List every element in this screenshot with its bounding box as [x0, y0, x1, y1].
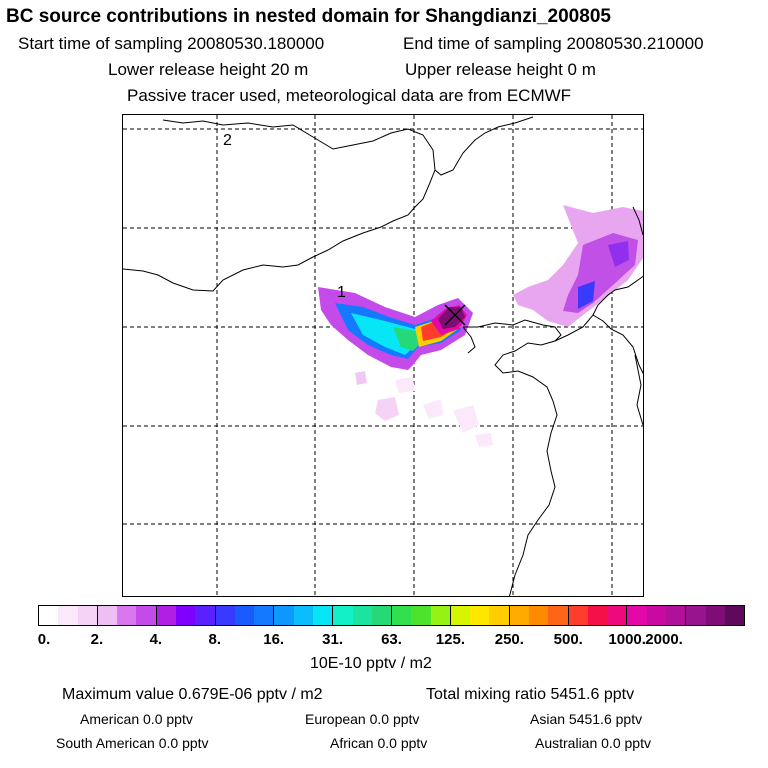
european-contribution: European 0.0 pptv	[305, 711, 420, 727]
plume-patch	[375, 397, 399, 421]
legend-tick-label: 16.	[263, 631, 285, 648]
region-label-2: 2	[223, 132, 232, 149]
plume-patch	[475, 433, 493, 447]
legend-tick-label: 8.	[208, 631, 222, 648]
region-label-1: 1	[337, 284, 346, 301]
legend-color-segment	[529, 606, 549, 625]
start-time-label: Start time of sampling 20080530.180000	[18, 34, 325, 53]
legend-color-segment	[666, 606, 687, 625]
legend-color-segment	[371, 606, 393, 625]
legend-color-segment	[470, 606, 490, 625]
asian-contribution: Asian 5451.6 pptv	[530, 711, 643, 727]
legend-tick-label: 0.	[37, 631, 51, 648]
plume-east-core-2	[608, 241, 629, 267]
legend-color-segment	[509, 606, 530, 625]
map-canvas: 1 2	[123, 115, 643, 596]
legend-color-segment	[77, 606, 98, 625]
plot-title: BC source contributions in nested domain…	[6, 6, 611, 27]
legend-tick-label: 31.	[322, 631, 344, 648]
legend-tick-label: 250.	[494, 631, 524, 648]
legend-color-segment	[489, 606, 510, 625]
legend-color-segment	[215, 606, 235, 625]
coastline	[554, 314, 643, 375]
coastline	[462, 326, 476, 354]
australian-contribution: Australian 0.0 pptv	[535, 735, 651, 751]
total-mixing-label: Total mixing ratio 5451.6 pptv	[426, 686, 635, 703]
legend-color-segment	[587, 606, 608, 625]
legend-color-segment	[58, 606, 78, 625]
plume-east-core	[578, 281, 595, 309]
legend-color-segment	[568, 606, 588, 625]
x-marker-icon	[444, 304, 466, 326]
legend-color-segment	[392, 606, 412, 625]
legend-color-segment	[195, 606, 216, 625]
legend-tick-label: 4.	[149, 631, 163, 648]
upper-release-height-label: Upper release height 0 m	[405, 60, 596, 79]
legend-color-segment	[450, 606, 471, 625]
tracer-info-label: Passive tracer used, meteorological data…	[127, 86, 572, 105]
legend-color-segment	[97, 606, 118, 625]
legend-color-segment	[39, 606, 59, 625]
lower-release-height-label: Lower release height 20 m	[108, 60, 309, 79]
legend-unit-label: 10E-10 pptv / m2	[310, 655, 432, 672]
legend-tick-label: 500.	[553, 631, 583, 648]
legend-color-segment	[136, 606, 157, 625]
legend-color-segment	[234, 606, 255, 625]
map-panel: 1 2	[122, 114, 644, 597]
coastline	[592, 275, 643, 316]
coastline	[632, 206, 643, 236]
legend-tick-label: 125.	[435, 631, 466, 648]
legend-color-segment	[333, 606, 353, 625]
american-contribution: American 0.0 pptv	[80, 711, 193, 727]
coastline	[463, 319, 562, 596]
legend-color-segment	[607, 606, 628, 625]
legend-color-segment	[724, 606, 745, 625]
border-line	[123, 169, 436, 292]
plume-patch	[453, 405, 479, 433]
legend-color-segment	[352, 606, 372, 625]
legend-color-segment	[254, 606, 275, 625]
legend-color-segment	[430, 606, 451, 625]
plume-patch	[395, 377, 415, 393]
plume-patch	[423, 399, 443, 419]
plume-central-green	[393, 327, 423, 351]
african-contribution: African 0.0 pptv	[330, 735, 428, 751]
graticule	[123, 115, 643, 596]
legend-color-segment	[411, 606, 431, 625]
max-value-label: Maximum value 0.679E-06 pptv / m2	[62, 686, 323, 703]
legend-color-segment	[293, 606, 313, 625]
legend-color-segment	[156, 606, 176, 625]
color-legend	[38, 605, 745, 626]
legend-color-segment	[705, 606, 725, 625]
legend-tick-label: 63.	[381, 631, 402, 648]
legend-tick-label: 2.	[90, 631, 104, 648]
border-line	[162, 116, 534, 176]
plume-patch	[355, 371, 367, 385]
coastlines	[123, 116, 643, 596]
legend-color-segment	[548, 606, 569, 625]
legend-tick-label: 1000.	[608, 631, 646, 648]
legend-color-segment	[175, 606, 196, 625]
legend-color-segment	[117, 606, 137, 625]
legend-color-segment	[274, 606, 294, 625]
legend-color-segment	[646, 606, 666, 625]
legend-color-segment	[686, 606, 706, 625]
legend-color-segment	[312, 606, 334, 625]
legend-tick-label: 2000.	[645, 631, 683, 648]
coastline	[634, 354, 643, 426]
legend-color-segment	[627, 606, 647, 625]
south-american-contribution: South American 0.0 pptv	[56, 735, 209, 751]
end-time-label: End time of sampling 20080530.210000	[403, 34, 704, 53]
